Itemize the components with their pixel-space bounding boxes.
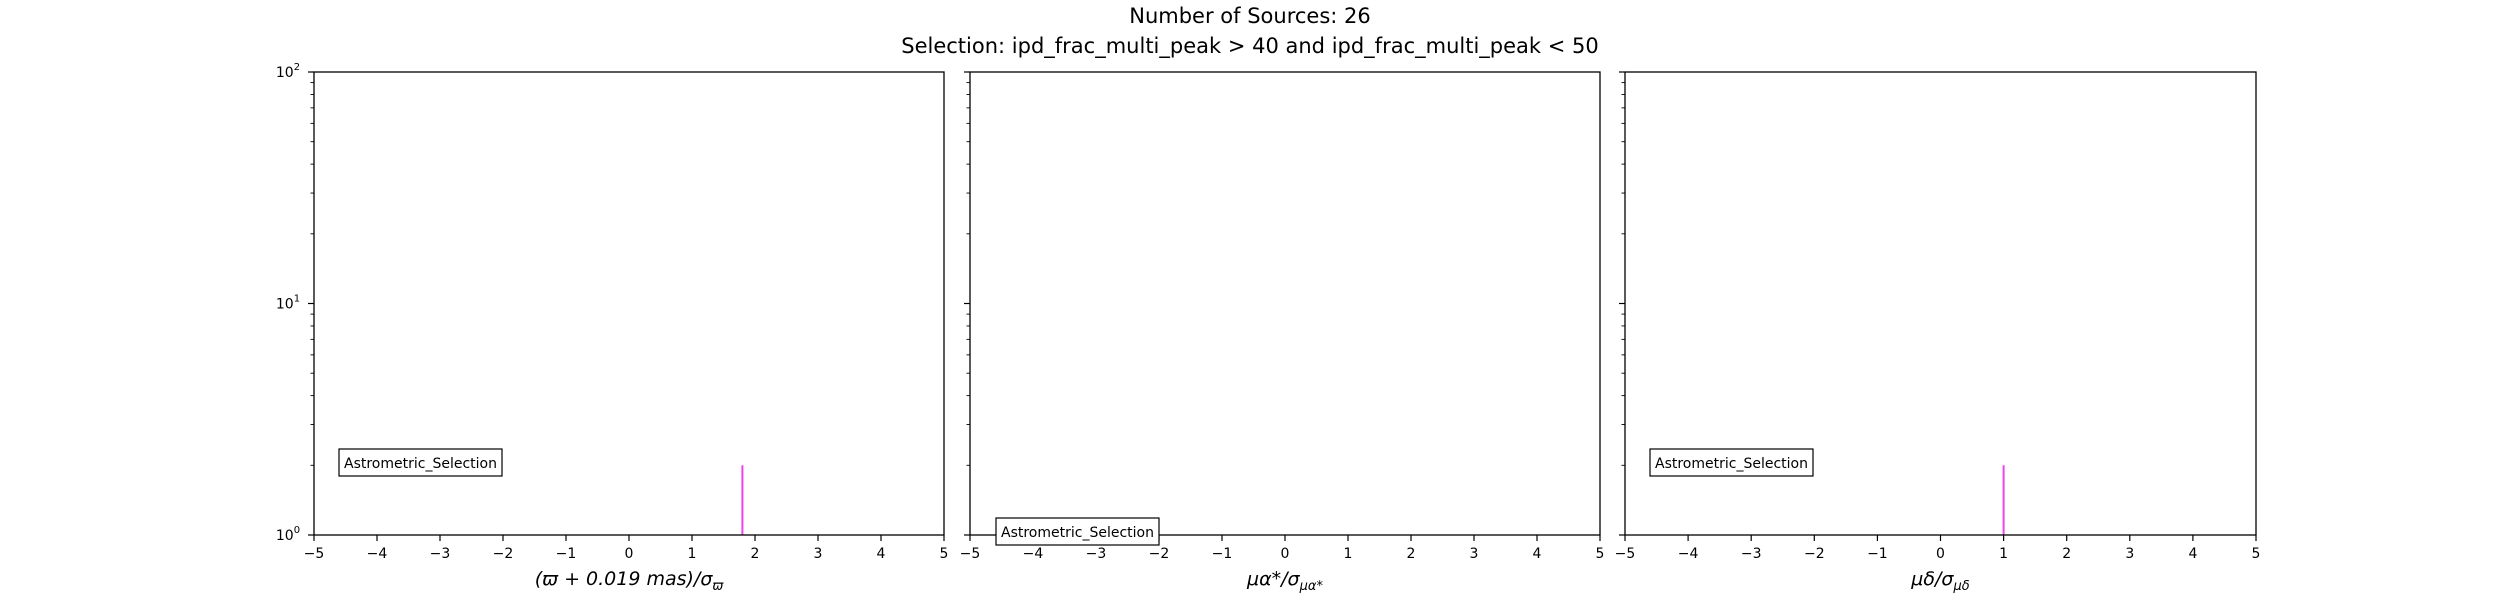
x-tick-label: 2 bbox=[2062, 546, 2071, 562]
x-tick-label: 2 bbox=[751, 546, 760, 562]
legend: Astrometric_Selection bbox=[1649, 448, 1814, 477]
x-tick-label: −4 bbox=[367, 546, 388, 562]
x-axis-label: μα*/σμα* bbox=[1246, 568, 1323, 594]
x-tick-label: −4 bbox=[1023, 546, 1044, 562]
x-tick-label: −5 bbox=[1615, 546, 1636, 562]
x-tick-label: 3 bbox=[1470, 546, 1479, 562]
y-tick-label: 100 bbox=[276, 525, 300, 544]
y-tick-label: 102 bbox=[276, 62, 300, 81]
x-tick-label: 0 bbox=[1936, 546, 1945, 562]
figure-title: Number of Sources: 26 bbox=[1129, 4, 1371, 28]
x-tick-label: 4 bbox=[877, 546, 886, 562]
x-axis-label: μδ/σμδ bbox=[1910, 568, 1969, 594]
x-tick-label: −2 bbox=[1804, 546, 1825, 562]
x-tick-label: −5 bbox=[960, 546, 981, 562]
legend-box bbox=[995, 517, 1160, 546]
x-tick-label: −1 bbox=[1212, 546, 1233, 562]
x-axis-label: (ϖ + 0.019 mas)/σϖ bbox=[535, 568, 725, 594]
x-tick-label: −1 bbox=[1867, 546, 1888, 562]
x-tick-label: −3 bbox=[430, 546, 451, 562]
panel-2: −5 −4 −3 −2 −1 0 1 2 3 4 5 μα*/σμα* Astrometric_Sele… bbox=[960, 71, 1605, 594]
x-tick-label: 4 bbox=[1533, 546, 1542, 562]
x-tick-label: −3 bbox=[1741, 546, 1762, 562]
x-tick-label: 3 bbox=[2125, 546, 2134, 562]
panel-3: −5 −4 −3 −2 −1 0 1 2 3 4 5 μδ/σμδ Astrometric_Select… bbox=[1615, 71, 2261, 594]
x-tick-label: 5 bbox=[940, 546, 949, 562]
x-tick-label: 5 bbox=[2252, 546, 2261, 562]
x-tick-label: −2 bbox=[1149, 546, 1170, 562]
x-tick-label: 2 bbox=[1407, 546, 1416, 562]
x-tick-label: 0 bbox=[1281, 546, 1290, 562]
x-tick-label: 1 bbox=[1344, 546, 1353, 562]
legend: Astrometric_Selection bbox=[338, 448, 503, 477]
legend-label: Astrometric_Selection bbox=[1655, 456, 1808, 472]
x-tick-label: 0 bbox=[625, 546, 634, 562]
x-tick-label: −2 bbox=[493, 546, 514, 562]
x-tick-label: 5 bbox=[1596, 546, 1605, 562]
x-tick-label: 4 bbox=[2188, 546, 2197, 562]
legend-box bbox=[338, 448, 503, 477]
axes-frame bbox=[969, 71, 1601, 536]
x-tick-label: −1 bbox=[556, 546, 577, 562]
legend-box bbox=[1649, 448, 1814, 477]
panel-1: −5 −4 −3 −2 −1 0 1 2 3 4 5 100 101 102 (ϖ + 0.019 mas)… bbox=[276, 62, 949, 594]
x-tick-label: 1 bbox=[1999, 546, 2008, 562]
x-tick-label: −3 bbox=[1086, 546, 1107, 562]
x-tick-label: 1 bbox=[688, 546, 697, 562]
x-tick-label: 3 bbox=[814, 546, 823, 562]
figure-subtitle: Selection: ipd_frac_multi_peak > 40 and … bbox=[901, 34, 1599, 58]
legend-label: Astrometric_Selection bbox=[1001, 525, 1154, 541]
legend-label: Astrometric_Selection bbox=[344, 456, 497, 472]
legend: Astrometric_Selection bbox=[995, 517, 1160, 546]
x-tick-label: −4 bbox=[1678, 546, 1699, 562]
x-tick-label: −5 bbox=[304, 546, 325, 562]
y-tick-label: 101 bbox=[276, 294, 300, 313]
